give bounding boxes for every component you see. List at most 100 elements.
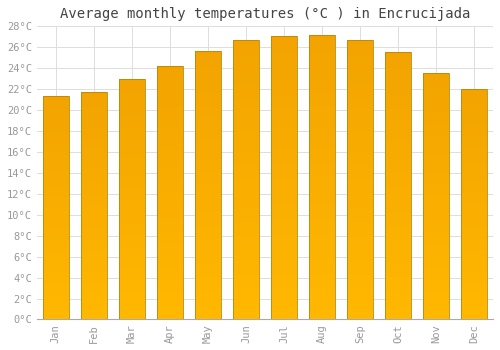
Bar (81, 265, 107, 267)
Bar (347, 121, 373, 124)
Bar (233, 247, 259, 250)
Bar (385, 183, 411, 186)
Bar (385, 130, 411, 133)
Bar (119, 79, 145, 81)
Bar (195, 81, 221, 84)
Bar (157, 69, 183, 71)
Bar (309, 148, 335, 152)
Bar (309, 188, 335, 191)
Bar (309, 245, 335, 248)
Bar (157, 281, 183, 284)
Bar (309, 137, 335, 140)
Bar (385, 194, 411, 197)
Bar (233, 272, 259, 275)
Bar (119, 286, 145, 288)
Bar (157, 256, 183, 259)
Bar (309, 274, 335, 277)
Bar (271, 317, 297, 320)
Bar (119, 197, 145, 199)
Bar (233, 40, 259, 43)
Bar (195, 252, 221, 255)
Bar (195, 276, 221, 279)
Bar (423, 312, 449, 315)
Bar (43, 181, 68, 183)
Bar (461, 308, 487, 310)
Bar (233, 127, 259, 130)
Bar (43, 215, 68, 217)
Bar (423, 273, 449, 275)
Bar (347, 62, 373, 65)
Bar (461, 124, 487, 126)
Bar (423, 147, 449, 150)
Bar (119, 158, 145, 161)
Bar (81, 206, 107, 208)
Bar (423, 270, 449, 273)
Bar (309, 55, 335, 57)
Bar (157, 210, 183, 213)
Bar (119, 295, 145, 298)
Bar (119, 136, 145, 139)
Bar (81, 272, 107, 274)
Bar (119, 238, 145, 240)
Bar (385, 237, 411, 239)
Bar (461, 257, 487, 260)
Bar (423, 120, 449, 122)
Bar (157, 175, 183, 177)
Bar (347, 269, 373, 272)
Bar (43, 226, 68, 228)
Bar (195, 78, 221, 81)
Bar (233, 182, 259, 185)
Bar (43, 163, 68, 166)
Bar (309, 317, 335, 320)
Bar (81, 231, 107, 233)
Bar (385, 82, 411, 84)
Bar (347, 40, 373, 320)
Bar (309, 300, 335, 302)
Bar (461, 89, 487, 320)
Bar (157, 276, 183, 279)
Bar (347, 289, 373, 292)
Bar (43, 235, 68, 237)
Bar (309, 123, 335, 126)
Bar (385, 274, 411, 277)
Bar (81, 267, 107, 270)
Bar (423, 265, 449, 268)
Bar (157, 292, 183, 294)
Bar (43, 186, 68, 188)
Bar (195, 268, 221, 271)
Bar (233, 48, 259, 51)
Bar (81, 165, 107, 167)
Bar (43, 257, 68, 259)
Bar (423, 275, 449, 278)
Bar (385, 191, 411, 194)
Bar (423, 204, 449, 206)
Bar (347, 43, 373, 46)
Bar (309, 174, 335, 177)
Bar (347, 185, 373, 188)
Bar (423, 282, 449, 285)
Bar (385, 266, 411, 269)
Bar (309, 183, 335, 186)
Bar (157, 200, 183, 203)
Bar (119, 175, 145, 177)
Bar (461, 161, 487, 163)
Bar (195, 274, 221, 276)
Bar (309, 257, 335, 260)
Bar (423, 196, 449, 199)
Bar (423, 201, 449, 204)
Bar (347, 292, 373, 294)
Bar (461, 220, 487, 223)
Bar (157, 132, 183, 134)
Bar (385, 218, 411, 220)
Bar (461, 282, 487, 285)
Bar (195, 172, 221, 175)
Bar (385, 220, 411, 223)
Bar (347, 60, 373, 62)
Bar (385, 253, 411, 256)
Bar (195, 186, 221, 188)
Bar (271, 78, 297, 81)
Bar (119, 132, 145, 134)
Bar (385, 156, 411, 159)
Bar (347, 261, 373, 264)
Bar (119, 110, 145, 112)
